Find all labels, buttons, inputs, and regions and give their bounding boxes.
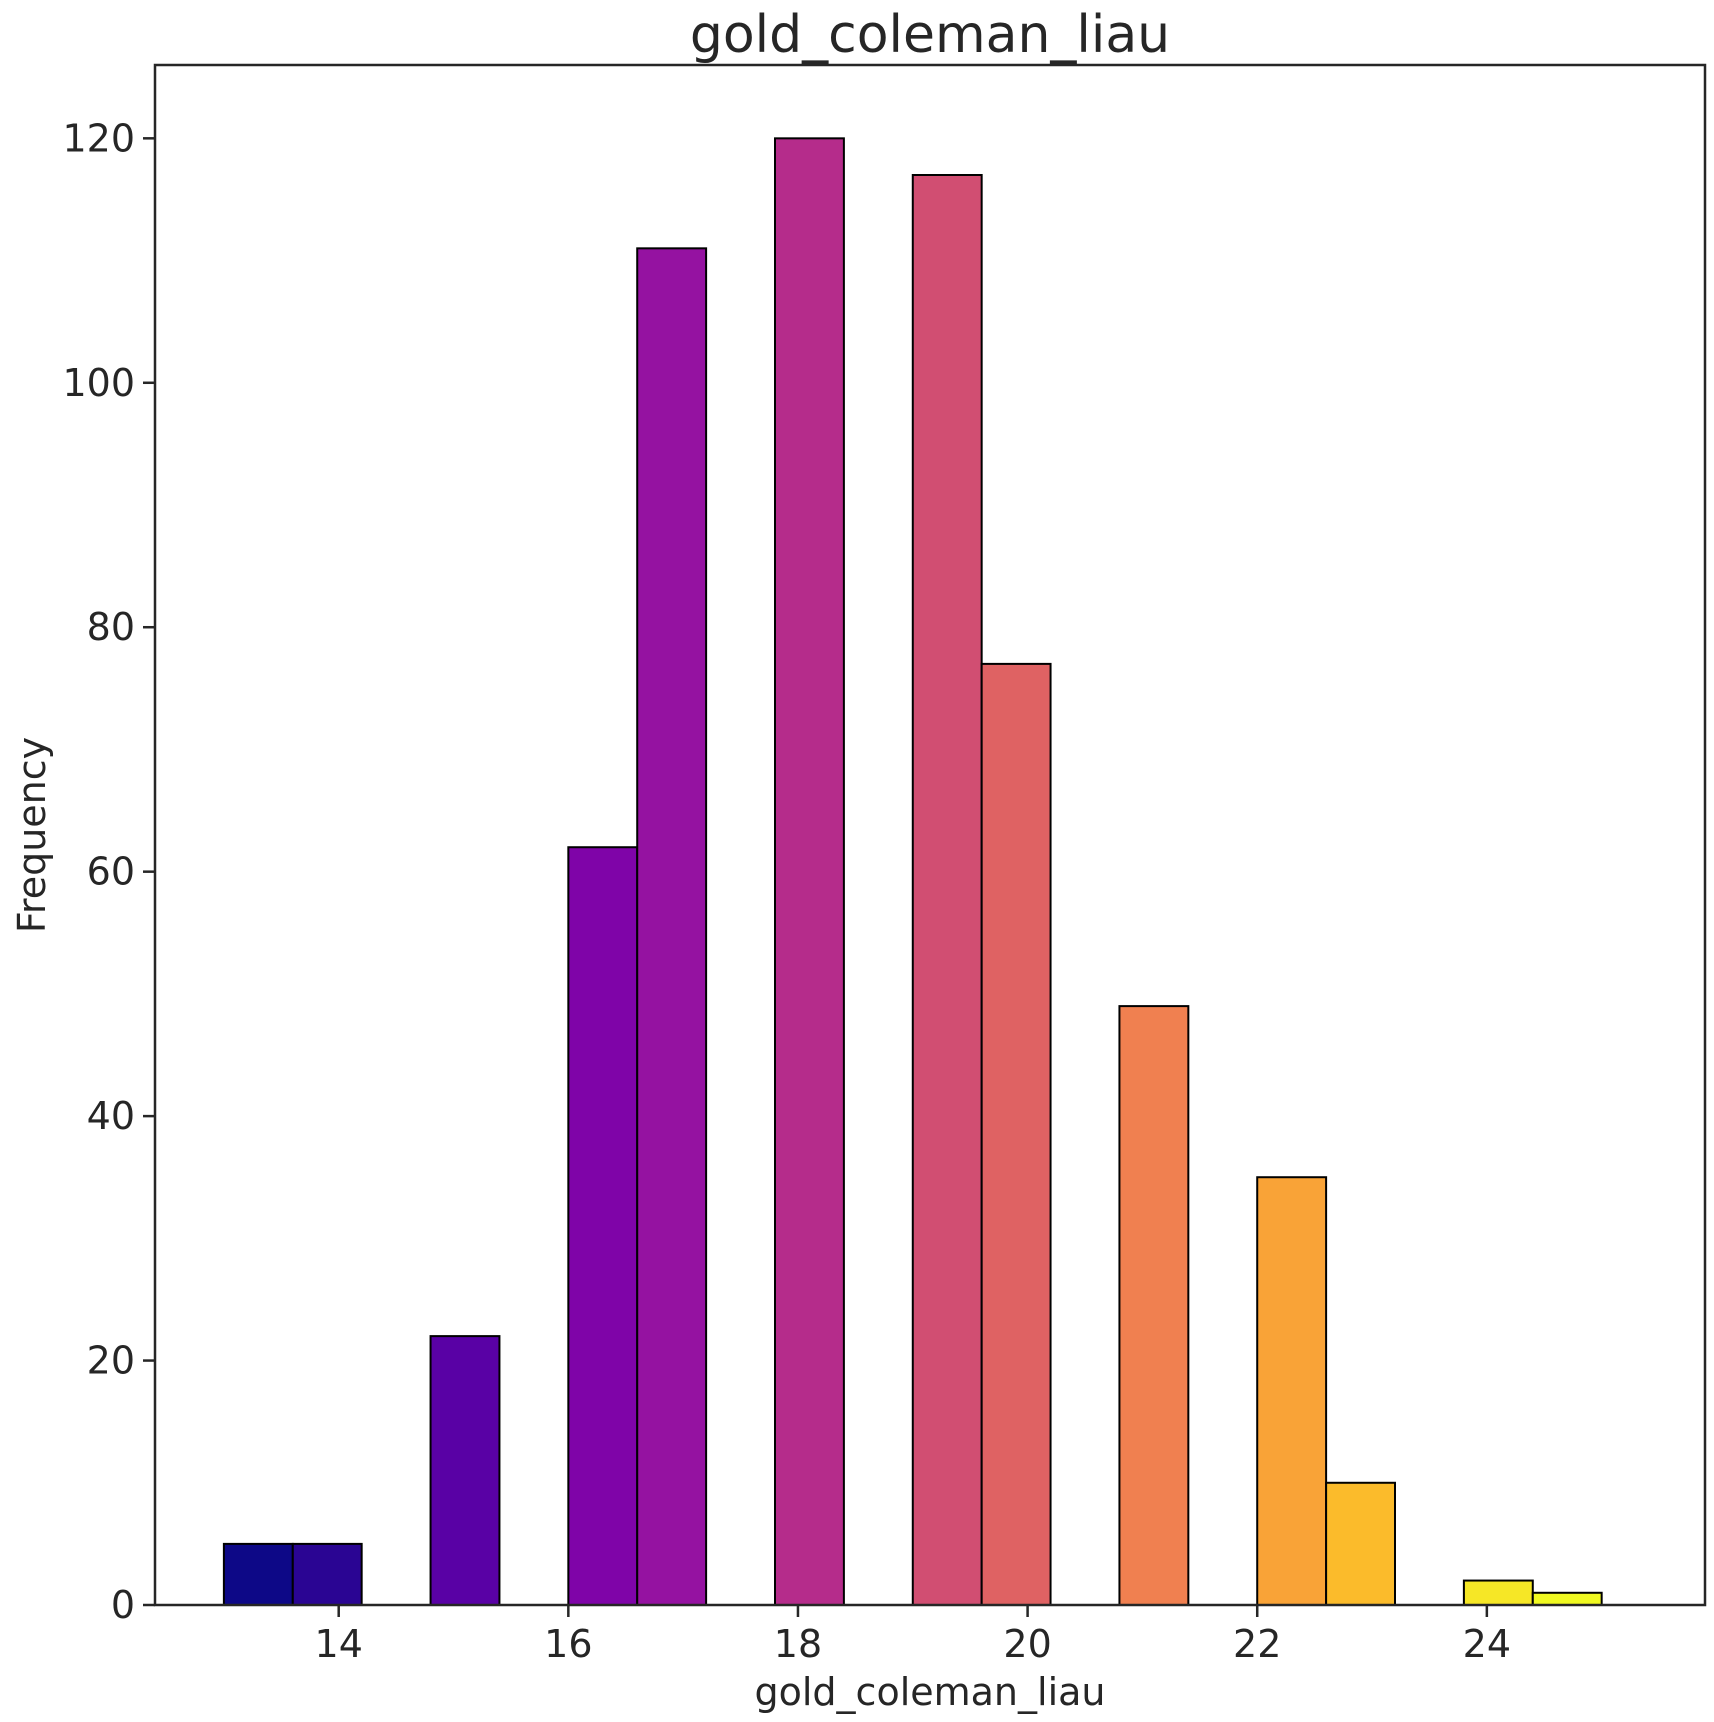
- y-tick-label: 80: [87, 605, 135, 649]
- histogram-bar-5: [636, 247, 708, 1606]
- histogram-bar-7: [911, 174, 983, 1606]
- histogram-bar-6: [774, 137, 845, 1606]
- y-axis-label: Frequency: [10, 737, 54, 933]
- x-tick-label: 14: [315, 1622, 363, 1666]
- y-tick-label: 100: [62, 361, 135, 405]
- y-tick-label: 20: [87, 1339, 135, 1383]
- histogram-bar-2: [291, 1542, 363, 1607]
- histogram-bar-11: [1325, 1481, 1396, 1607]
- histogram-bar-12: [1462, 1579, 1534, 1606]
- y-tick-label: 0: [111, 1583, 135, 1627]
- histogram-bar-8: [980, 662, 1052, 1606]
- chart-title: gold_coleman_liau: [690, 5, 1170, 65]
- histogram-bar-13: [1531, 1591, 1603, 1607]
- bars-group: [222, 137, 1603, 1607]
- x-tick-label: 24: [1463, 1622, 1511, 1666]
- y-tick-label: 120: [62, 116, 135, 160]
- x-tick-label: 18: [774, 1622, 822, 1666]
- x-tick-label: 22: [1233, 1622, 1281, 1666]
- histogram-bar-1: [222, 1542, 294, 1607]
- x-tick-label: 16: [544, 1622, 592, 1666]
- histogram-bar-3: [429, 1335, 501, 1606]
- y-tick-label: 60: [87, 850, 135, 894]
- plot-frame: [153, 63, 1707, 1607]
- histogram-bar-9: [1118, 1005, 1190, 1606]
- y-tick-label: 40: [87, 1094, 135, 1138]
- x-axis-ticks: 14 16 18 20 22 24: [315, 1605, 1511, 1666]
- x-axis-label: gold_coleman_liau: [755, 1670, 1106, 1714]
- x-tick-label: 20: [1003, 1622, 1051, 1666]
- y-axis-ticks: 0 20 40 60 80 100 120: [62, 116, 155, 1627]
- histogram-bar-10: [1256, 1176, 1328, 1606]
- histogram-bar-4: [567, 846, 639, 1606]
